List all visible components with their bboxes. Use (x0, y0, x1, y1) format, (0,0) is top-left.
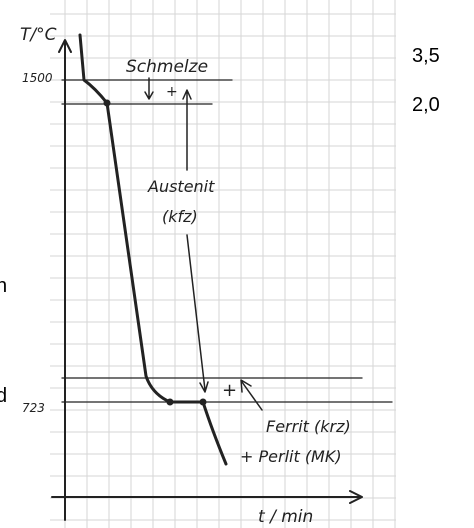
y-axis (59, 40, 71, 520)
side-text: n (0, 275, 7, 297)
side-text: 2,0 (412, 94, 440, 116)
curve-point (167, 399, 174, 406)
annotation: + (222, 380, 237, 401)
y-axis-label: T/°C (20, 25, 57, 45)
annotation: Ferrit (krz) (266, 417, 351, 436)
y-tick-label: 723 (22, 401, 45, 415)
side-text: d (0, 385, 7, 407)
curve-point (104, 100, 111, 107)
annotation: + Perlit (MK) (240, 447, 342, 466)
y-tick-label: 1500 (22, 71, 53, 85)
annotation: + (166, 84, 178, 100)
side-text: 3,5 (412, 45, 440, 67)
annotation: Schmelze (126, 57, 208, 77)
annotation: (kfz) (162, 207, 198, 226)
arrow (241, 380, 262, 410)
grid-paper (50, 0, 396, 528)
page: T/°C 1500 723 Schmelze + Austenit (kfz) … (0, 0, 474, 528)
x-axis-label: t / min (258, 507, 313, 527)
curve-point (200, 399, 207, 406)
annotation: Austenit (147, 177, 215, 196)
arrow (145, 78, 153, 99)
x-axis (52, 491, 362, 503)
